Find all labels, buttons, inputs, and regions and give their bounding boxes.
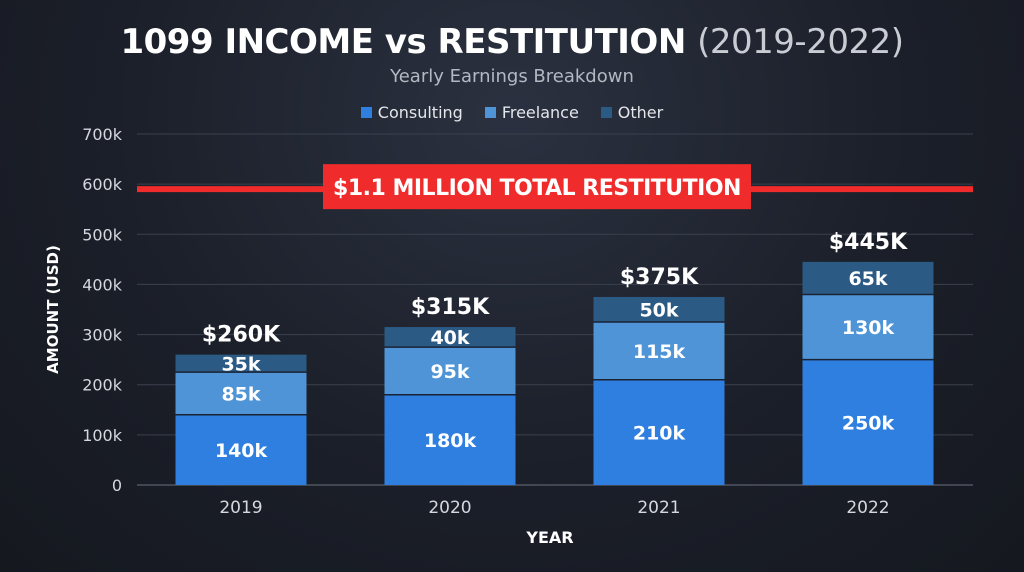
y-tick-label: 700k bbox=[82, 125, 123, 144]
chart-legend: Consulting Freelance Other bbox=[0, 103, 1024, 122]
y-axis-label: AMOUNT (USD) bbox=[44, 245, 62, 374]
chart-title: 1099 INCOME vs RESTITUTION (2019-2022) bbox=[0, 22, 1024, 62]
bar-consulting-2022 bbox=[802, 359, 934, 485]
bar-freelance-2021 bbox=[593, 322, 725, 380]
bar-total-label-2021: $375K bbox=[620, 265, 699, 290]
restitution-label: $1.1 MILLION TOTAL RESTITUTION bbox=[333, 176, 741, 201]
bar-total-label-2022: $445K bbox=[829, 230, 908, 255]
bar-value-label-consulting-2021: 210k bbox=[633, 422, 686, 444]
y-tick-label: 100k bbox=[82, 426, 123, 445]
bar-other-2022 bbox=[802, 261, 934, 295]
bar-value-label-other-2022: 65k bbox=[848, 268, 887, 290]
x-tick-label-2022: 2022 bbox=[846, 498, 889, 518]
bar-total-label-2019: $260K bbox=[202, 323, 281, 348]
bar-freelance-2020 bbox=[384, 347, 516, 395]
chart-title-main: 1099 INCOME vs RESTITUTION bbox=[120, 22, 686, 62]
bar-consulting-2021 bbox=[593, 379, 725, 485]
bar-value-label-other-2019: 35k bbox=[221, 353, 260, 375]
x-tick-label-2020: 2020 bbox=[428, 498, 471, 518]
bar-other-2019 bbox=[175, 354, 307, 373]
bar-consulting-2019 bbox=[175, 414, 307, 485]
bar-total-label-2020: $315K bbox=[411, 295, 490, 320]
bar-freelance-2019 bbox=[175, 372, 307, 415]
bar-other-2020 bbox=[384, 327, 516, 348]
x-tick-label-2019: 2019 bbox=[219, 498, 262, 518]
y-tick-label: 500k bbox=[82, 225, 123, 244]
y-tick-label: 600k bbox=[82, 175, 123, 194]
bar-freelance-2022 bbox=[802, 294, 934, 360]
legend-swatch-consulting bbox=[360, 107, 372, 118]
bar-value-label-other-2020: 40k bbox=[430, 327, 469, 349]
bar-value-label-freelance-2019: 85k bbox=[221, 383, 260, 405]
bar-value-label-freelance-2021: 115k bbox=[633, 341, 686, 363]
bar-value-label-consulting-2019: 140k bbox=[215, 440, 268, 462]
bar-value-label-other-2021: 50k bbox=[639, 300, 678, 322]
chart-title-years: (2019-2022) bbox=[697, 22, 904, 62]
legend-item-consulting: Consulting bbox=[360, 103, 463, 122]
bar-other-2021 bbox=[593, 296, 725, 323]
bar-value-label-consulting-2022: 250k bbox=[842, 412, 895, 434]
bar-value-label-freelance-2022: 130k bbox=[842, 317, 895, 339]
x-tick-label-2021: 2021 bbox=[637, 498, 680, 518]
legend-swatch-other bbox=[600, 107, 612, 118]
y-tick-label: 300k bbox=[82, 326, 123, 345]
chart-subtitle: Yearly Earnings Breakdown bbox=[390, 66, 634, 87]
bar-value-label-freelance-2020: 95k bbox=[430, 361, 469, 383]
legend-item-other: Other bbox=[600, 103, 664, 122]
y-tick-label: 0 bbox=[112, 476, 122, 495]
restitution-label-box bbox=[323, 164, 751, 210]
legend-swatch-freelance bbox=[484, 107, 496, 118]
y-tick-label: 200k bbox=[82, 376, 123, 395]
legend-label-freelance: Freelance bbox=[501, 103, 579, 122]
y-tick-label: 400k bbox=[82, 275, 123, 294]
legend-label-other: Other bbox=[617, 103, 664, 122]
legend-label-consulting: Consulting bbox=[377, 103, 463, 122]
legend-item-freelance: Freelance bbox=[484, 103, 579, 122]
bar-value-label-consulting-2020: 180k bbox=[424, 430, 477, 452]
bar-consulting-2020 bbox=[384, 394, 516, 485]
x-axis-label: YEAR bbox=[525, 528, 573, 547]
